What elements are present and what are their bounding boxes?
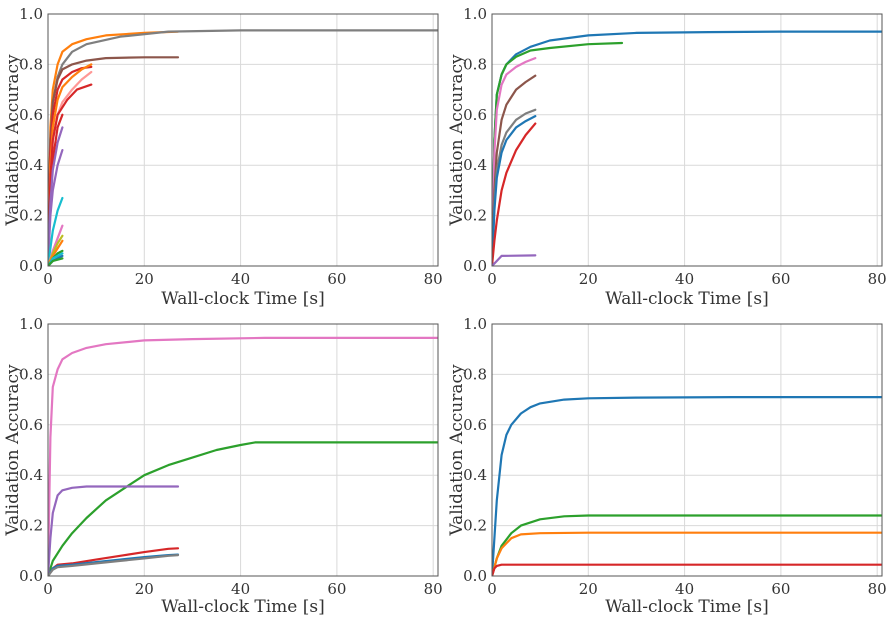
x-tick-label: 40 <box>675 270 694 288</box>
series-line-4 <box>492 563 882 576</box>
series-line-2 <box>492 514 882 576</box>
series-group <box>48 336 438 576</box>
y-tick-label: 0.0 <box>463 257 487 275</box>
series-line-6 <box>492 115 537 266</box>
series-line-1 <box>48 336 438 576</box>
x-tick-label: 20 <box>579 270 598 288</box>
chart-panel-4: 0 20 40 60 80 0.0 0.2 0.4 0.6 0.8 1.0 Wall-clock Ti… <box>447 315 887 617</box>
y-tick-label: 0.0 <box>19 257 43 275</box>
x-tick-label: 60 <box>771 580 790 598</box>
y-tick-label: 0.4 <box>463 466 487 484</box>
series-line-7 <box>492 122 537 266</box>
series-group <box>48 29 438 266</box>
y-tick-label: 0.4 <box>19 466 43 484</box>
grid <box>491 323 882 577</box>
x-axis-label: Wall-clock Time [s] <box>605 597 769 617</box>
series-line-1 <box>492 30 882 266</box>
y-tick-label: 1.0 <box>463 5 487 23</box>
plot-frame <box>491 13 883 267</box>
y-axis-label: Validation Accuracy <box>3 364 23 537</box>
x-tick-label: 40 <box>231 270 250 288</box>
series-line-1 <box>492 396 882 576</box>
grid <box>47 323 438 577</box>
x-tick-label: 0 <box>43 270 53 288</box>
x-axis-label: Wall-clock Time [s] <box>605 289 769 309</box>
x-tick-label: 80 <box>424 580 443 598</box>
x-tick-label: 0 <box>487 580 497 598</box>
x-axis-label: Wall-clock Time [s] <box>161 597 325 617</box>
y-tick-label: 0.2 <box>463 517 487 535</box>
y-axis-label: Validation Accuracy <box>3 54 23 227</box>
x-tick-label: 0 <box>43 580 53 598</box>
series-line-3 <box>48 485 180 576</box>
y-tick-label: 0.8 <box>463 55 487 73</box>
series-line-11 <box>48 196 64 266</box>
y-tick-label: 0.2 <box>19 207 43 225</box>
series-line-3 <box>48 56 180 266</box>
series-line-10 <box>48 149 64 266</box>
series-line-18 <box>48 257 64 266</box>
plot-frame <box>47 13 439 267</box>
x-tick-label: 80 <box>424 270 443 288</box>
chart-panel-2: 0 20 40 60 80 0.0 0.2 0.4 0.6 0.8 1.0 Wall-clock Ti… <box>447 5 887 309</box>
series-line-5 <box>492 108 537 266</box>
y-tick-label: 0.0 <box>463 567 487 585</box>
x-tick-label: 80 <box>868 580 887 598</box>
series-line-2 <box>492 41 624 266</box>
series-line-8 <box>492 254 537 266</box>
y-tick-label: 1.0 <box>463 315 487 333</box>
x-tick-label: 60 <box>771 270 790 288</box>
y-tick-label: 0.6 <box>463 416 487 434</box>
x-tick-label: 40 <box>675 580 694 598</box>
y-tick-label: 0.2 <box>19 517 43 535</box>
grid <box>47 13 438 267</box>
series-line-6 <box>48 554 180 576</box>
y-axis-label: Validation Accuracy <box>447 54 467 227</box>
series-line-2 <box>48 29 438 266</box>
y-tick-label: 0.4 <box>19 156 43 174</box>
series-line-2 <box>48 441 438 576</box>
x-tick-label: 0 <box>487 270 497 288</box>
y-axis-label: Validation Accuracy <box>447 364 467 537</box>
y-tick-label: 0.6 <box>19 416 43 434</box>
y-tick-label: 0.8 <box>19 365 43 383</box>
y-tick-label: 0.4 <box>463 156 487 174</box>
y-tick-label: 1.0 <box>19 315 43 333</box>
series-line-3 <box>492 57 537 266</box>
series-group <box>492 30 882 266</box>
chart-panel-3: 0 20 40 60 80 0.0 0.2 0.4 0.6 0.8 1.0 Wall-clock Ti… <box>3 315 443 617</box>
grid <box>491 13 882 267</box>
x-tick-label: 20 <box>135 270 154 288</box>
y-tick-label: 0.0 <box>19 567 43 585</box>
y-tick-label: 0.8 <box>19 55 43 73</box>
y-tick-label: 0.6 <box>19 106 43 124</box>
x-axis-label: Wall-clock Time [s] <box>161 289 325 309</box>
x-tick-label: 80 <box>868 270 887 288</box>
y-tick-label: 1.0 <box>19 5 43 23</box>
series-group <box>492 396 882 576</box>
x-tick-label: 20 <box>579 580 598 598</box>
y-tick-label: 0.6 <box>463 106 487 124</box>
plot-frame <box>47 323 439 577</box>
series-line-3 <box>492 531 882 576</box>
x-tick-label: 60 <box>327 580 346 598</box>
y-tick-label: 0.2 <box>463 207 487 225</box>
x-tick-label: 60 <box>327 270 346 288</box>
x-tick-label: 40 <box>231 580 250 598</box>
plot-frame <box>491 323 883 577</box>
chart-panel-1: 0 20 40 60 80 0.0 0.2 0.4 0.6 0.8 1.0 Wall-clock Ti… <box>3 5 443 309</box>
x-tick-label: 20 <box>135 580 154 598</box>
y-tick-label: 0.8 <box>463 365 487 383</box>
